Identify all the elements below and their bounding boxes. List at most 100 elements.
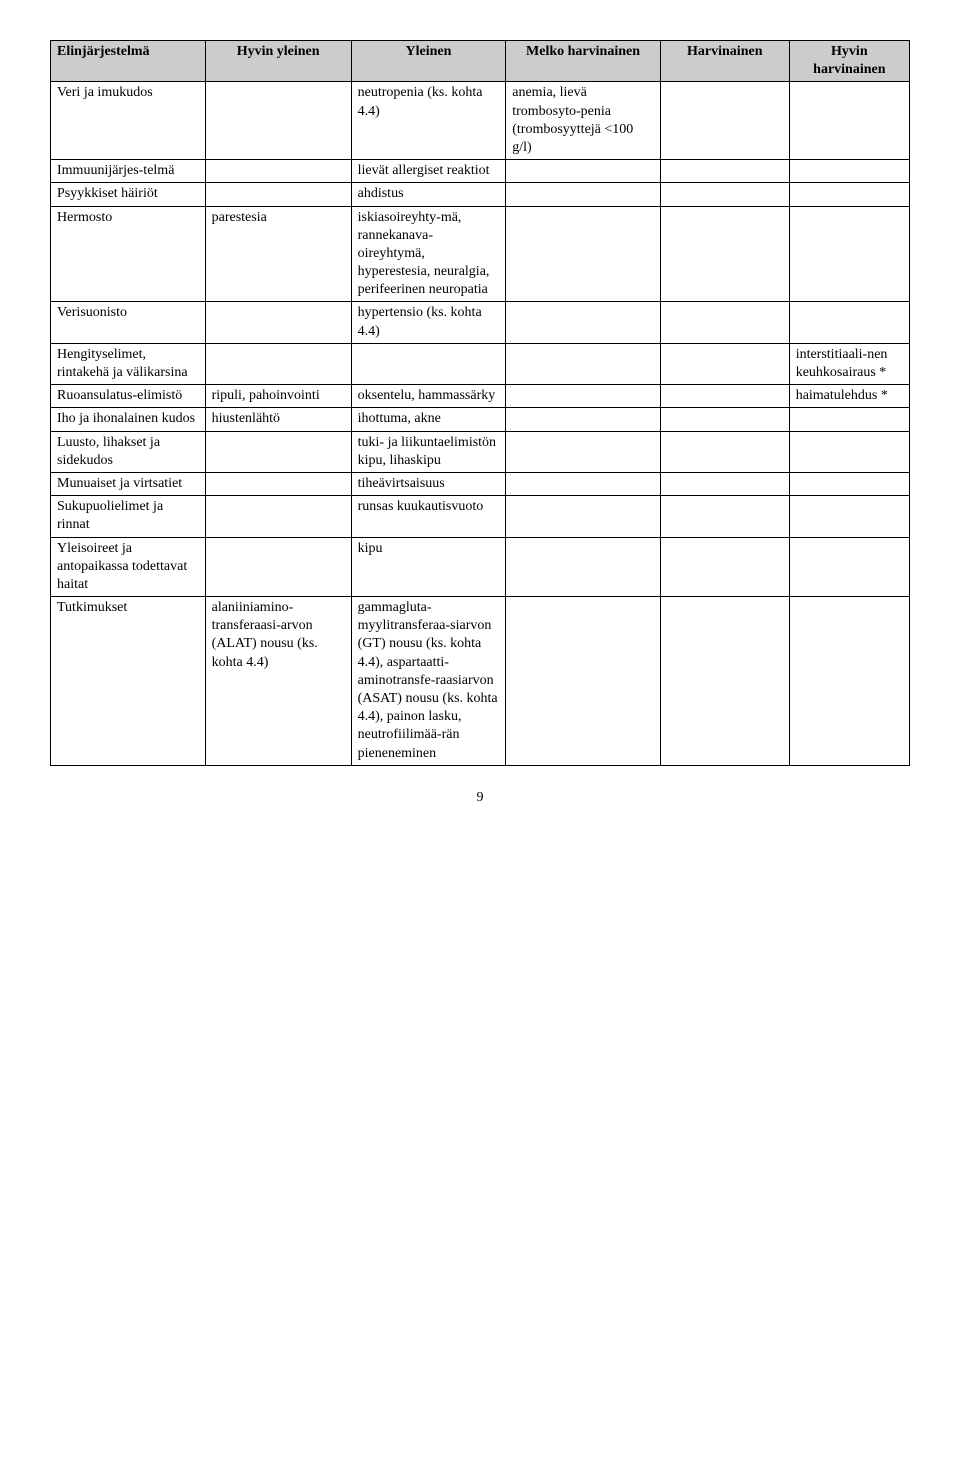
cell-organ: Psyykkiset häiriöt (51, 183, 206, 206)
cell (789, 431, 909, 472)
cell-organ: Verisuonisto (51, 302, 206, 343)
cell (660, 472, 789, 495)
cell (660, 431, 789, 472)
cell (789, 82, 909, 160)
adverse-effects-table: Elinjärjestelmä Hyvin yleinen Yleinen Me… (50, 40, 910, 766)
cell: oksentelu, hammassärky (351, 385, 506, 408)
cell-organ: Hermosto (51, 206, 206, 302)
table-row: Hermosto parestesia iskiasoireyhty-mä, r… (51, 206, 910, 302)
table-row: Luusto, lihakset ja sidekudos tuki- ja l… (51, 431, 910, 472)
table-row: Ruoansulatus-elimistö ripuli, pahoinvoin… (51, 385, 910, 408)
cell: parestesia (205, 206, 351, 302)
cell-organ: Sukupuolielimet ja rinnat (51, 496, 206, 537)
cell (205, 496, 351, 537)
cell: tuki- ja liikuntaelimistön kipu, lihaski… (351, 431, 506, 472)
cell (205, 302, 351, 343)
cell: kipu (351, 537, 506, 597)
cell: tiheävirtsaisuus (351, 472, 506, 495)
cell-organ: Hengityselimet, rintakehä ja välikarsina (51, 343, 206, 384)
cell (660, 385, 789, 408)
cell: lievät allergiset reaktiot (351, 160, 506, 183)
cell: anemia, lievä trombosyto-penia (trombosy… (506, 82, 661, 160)
cell (660, 537, 789, 597)
page-number: 9 (50, 790, 910, 806)
cell (205, 472, 351, 495)
cell (789, 597, 909, 766)
cell (789, 537, 909, 597)
table-header: Elinjärjestelmä Hyvin yleinen Yleinen Me… (51, 41, 910, 82)
cell (660, 82, 789, 160)
cell (660, 160, 789, 183)
cell (789, 206, 909, 302)
cell: alaniiniamino-transferaasi-arvon (ALAT) … (205, 597, 351, 766)
cell-organ: Iho ja ihonalainen kudos (51, 408, 206, 431)
cell (789, 183, 909, 206)
cell: interstitiaali-nen keuhkosairaus * (789, 343, 909, 384)
cell: ripuli, pahoinvointi (205, 385, 351, 408)
cell (506, 206, 661, 302)
cell (789, 160, 909, 183)
cell (506, 537, 661, 597)
cell (660, 408, 789, 431)
cell (789, 408, 909, 431)
cell (205, 537, 351, 597)
cell (789, 472, 909, 495)
cell-organ: Yleisoireet ja antopaikassa todettavat h… (51, 537, 206, 597)
col-header-common: Yleinen (351, 41, 506, 82)
cell (506, 431, 661, 472)
cell (205, 82, 351, 160)
cell (506, 385, 661, 408)
table-row: Immuunijärjes-telmä lievät allergiset re… (51, 160, 910, 183)
cell (506, 160, 661, 183)
cell: ahdistus (351, 183, 506, 206)
cell: runsas kuukautisvuoto (351, 496, 506, 537)
cell (506, 496, 661, 537)
table-row: Tutkimukset alaniiniamino-transferaasi-a… (51, 597, 910, 766)
cell (205, 160, 351, 183)
table-row: Verisuonisto hypertensio (ks. kohta 4.4) (51, 302, 910, 343)
cell (660, 597, 789, 766)
cell: ihottuma, akne (351, 408, 506, 431)
col-header-uncommon: Melko harvinainen (506, 41, 661, 82)
col-header-very-common: Hyvin yleinen (205, 41, 351, 82)
cell (205, 183, 351, 206)
col-header-organ-system: Elinjärjestelmä (51, 41, 206, 82)
cell (506, 302, 661, 343)
cell: neutropenia (ks. kohta 4.4) (351, 82, 506, 160)
cell: hiustenlähtö (205, 408, 351, 431)
cell-organ: Munuaiset ja virtsatiet (51, 472, 206, 495)
cell: haimatulehdus * (789, 385, 909, 408)
cell (789, 302, 909, 343)
cell-organ: Tutkimukset (51, 597, 206, 766)
cell (506, 408, 661, 431)
cell: gammagluta-myylitransferaa-siarvon (GT) … (351, 597, 506, 766)
table-row: Iho ja ihonalainen kudos hiustenlähtö ih… (51, 408, 910, 431)
table-row: Munuaiset ja virtsatiet tiheävirtsaisuus (51, 472, 910, 495)
table-row: Veri ja imukudos neutropenia (ks. kohta … (51, 82, 910, 160)
cell (506, 343, 661, 384)
col-header-rare: Harvinainen (660, 41, 789, 82)
cell-organ: Veri ja imukudos (51, 82, 206, 160)
cell (506, 183, 661, 206)
cell (205, 431, 351, 472)
cell-organ: Immuunijärjes-telmä (51, 160, 206, 183)
cell (351, 343, 506, 384)
table-body: Veri ja imukudos neutropenia (ks. kohta … (51, 82, 910, 765)
cell (506, 597, 661, 766)
cell (660, 206, 789, 302)
cell (660, 183, 789, 206)
cell (789, 496, 909, 537)
cell (506, 472, 661, 495)
table-row: Sukupuolielimet ja rinnat runsas kuukaut… (51, 496, 910, 537)
cell (660, 496, 789, 537)
table-row: Psyykkiset häiriöt ahdistus (51, 183, 910, 206)
cell-organ: Ruoansulatus-elimistö (51, 385, 206, 408)
cell (205, 343, 351, 384)
table-row: Yleisoireet ja antopaikassa todettavat h… (51, 537, 910, 597)
cell (660, 302, 789, 343)
cell: iskiasoireyhty-mä, rannekanava-oireyhtym… (351, 206, 506, 302)
cell: hypertensio (ks. kohta 4.4) (351, 302, 506, 343)
cell (660, 343, 789, 384)
cell-organ: Luusto, lihakset ja sidekudos (51, 431, 206, 472)
table-row: Hengityselimet, rintakehä ja välikarsina… (51, 343, 910, 384)
